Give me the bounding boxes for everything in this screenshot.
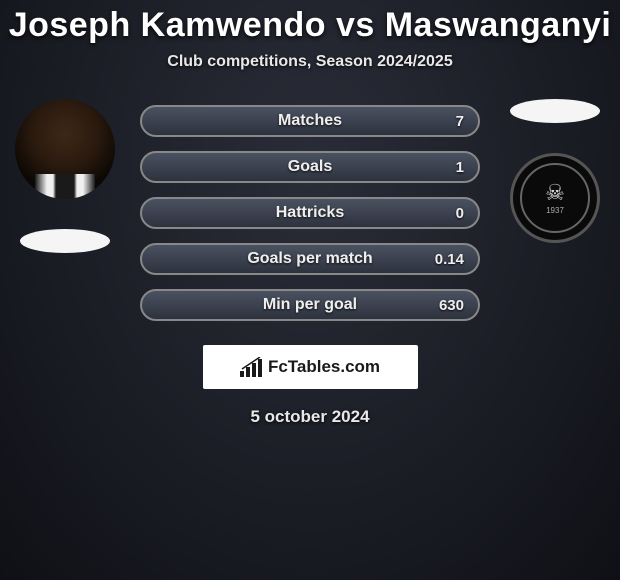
subtitle: Club competitions, Season 2024/2025 (0, 53, 620, 71)
stat-right-value: 0.14 (435, 251, 464, 268)
stat-row-gpm: Goals per match 0.14 (140, 243, 480, 275)
left-player-col (10, 99, 120, 253)
club-badge-left (20, 229, 110, 253)
right-player-col: ☠ 1937 (500, 99, 610, 243)
page-title: Joseph Kamwendo vs Maswanganyi (0, 6, 620, 45)
club-badge-inner: ☠ 1937 (520, 163, 590, 233)
date-label: 5 october 2024 (0, 407, 620, 427)
stat-right-value: 7 (456, 113, 464, 130)
chart-icon (240, 357, 264, 377)
stats-area: Matches 7 Goals 1 Hattricks 0 Goals per … (0, 99, 620, 321)
stat-right-value: 630 (439, 297, 464, 314)
stat-row-matches: Matches 7 (140, 105, 480, 137)
stat-label: Min per goal (142, 296, 478, 314)
stat-label: Hattricks (142, 204, 478, 222)
player-avatar-right (510, 99, 600, 123)
avatar-face (15, 99, 115, 199)
stat-label: Matches (142, 112, 478, 130)
logo-text: FcTables.com (268, 357, 380, 377)
club-year: 1937 (546, 206, 564, 215)
player-avatar-left (15, 99, 115, 199)
stat-row-hattricks: Hattricks 0 (140, 197, 480, 229)
stat-label: Goals per match (142, 250, 478, 268)
fctables-logo[interactable]: FcTables.com (203, 345, 418, 389)
stat-row-goals: Goals 1 (140, 151, 480, 183)
club-badge-right: ☠ 1937 (510, 153, 600, 243)
stat-row-mpg: Min per goal 630 (140, 289, 480, 321)
comparison-card: Joseph Kamwendo vs Maswanganyi Club comp… (0, 0, 620, 427)
stat-right-value: 1 (456, 159, 464, 176)
skull-icon: ☠ (545, 182, 565, 204)
stat-right-value: 0 (456, 205, 464, 222)
stat-label: Goals (142, 158, 478, 176)
stat-bars: Matches 7 Goals 1 Hattricks 0 Goals per … (140, 99, 480, 321)
